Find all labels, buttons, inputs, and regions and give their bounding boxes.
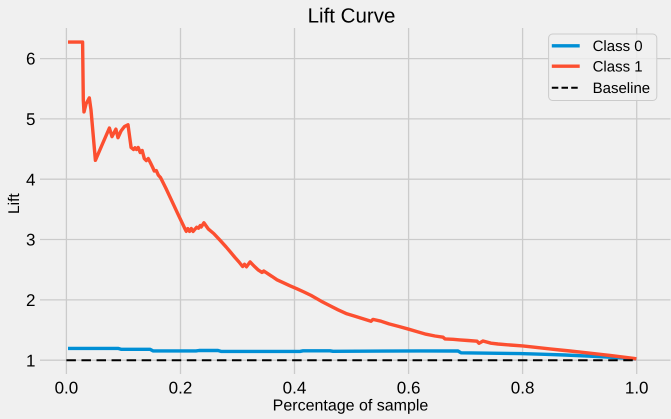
svg-text:4: 4 (26, 170, 35, 189)
svg-text:0.6: 0.6 (397, 378, 421, 397)
svg-text:2: 2 (26, 291, 35, 310)
svg-text:3: 3 (26, 231, 35, 250)
svg-text:0.4: 0.4 (283, 378, 307, 397)
svg-text:0.2: 0.2 (169, 378, 193, 397)
svg-text:0.0: 0.0 (55, 378, 79, 397)
svg-text:1.0: 1.0 (625, 378, 649, 397)
svg-text:Percentage of sample: Percentage of sample (273, 397, 429, 414)
svg-text:Lift Curve: Lift Curve (308, 4, 396, 27)
svg-text:6: 6 (26, 50, 35, 69)
svg-text:Class 0: Class 0 (593, 38, 643, 55)
svg-text:Lift: Lift (6, 193, 23, 214)
svg-text:0.8: 0.8 (511, 378, 535, 397)
svg-text:1: 1 (26, 351, 35, 370)
svg-text:Baseline: Baseline (593, 80, 651, 97)
svg-text:5: 5 (26, 110, 35, 129)
svg-text:Class 1: Class 1 (593, 58, 643, 75)
